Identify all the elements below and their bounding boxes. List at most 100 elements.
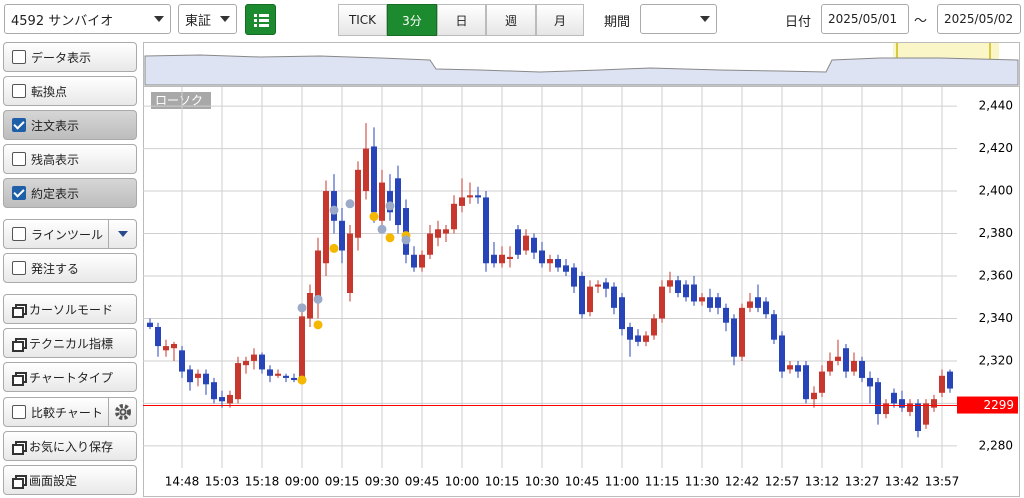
order-marker (385, 201, 395, 211)
sidebar-button[interactable]: 画面設定 (3, 465, 137, 495)
checkbox[interactable] (12, 405, 26, 419)
checkbox[interactable] (12, 261, 26, 275)
candle-body (587, 286, 593, 313)
candle-body (443, 229, 449, 234)
chart-type-label: ローソク (155, 94, 203, 108)
x-tick-label: 15:18 (245, 475, 280, 489)
candle-body (195, 373, 201, 378)
checkbox[interactable] (12, 84, 26, 98)
candle-body (459, 197, 465, 206)
date-from[interactable]: 2025/05/01 (821, 4, 909, 34)
window-icon (12, 474, 27, 489)
tab[interactable]: TICK (338, 4, 387, 36)
sidebar-button[interactable]: チャートタイプ (3, 362, 137, 392)
sidebar-button[interactable]: 転換点 (3, 76, 137, 106)
sidebar-button[interactable]: テクニカル指標 (3, 328, 137, 358)
candle-body (675, 280, 681, 293)
checkbox[interactable] (12, 118, 26, 132)
period-label: 期間 (604, 15, 631, 30)
x-tick-label: 14:48 (165, 475, 200, 489)
x-tick-label: 12:57 (765, 475, 800, 489)
sidebar-button[interactable]: データ表示 (3, 42, 137, 72)
candle-body (427, 233, 433, 255)
candle-body (467, 195, 473, 198)
candle-body (219, 397, 225, 402)
period-select[interactable] (640, 4, 717, 34)
candle-body (339, 220, 345, 251)
order-marker (297, 303, 307, 313)
candle-body (507, 256, 513, 260)
order-marker (297, 375, 307, 385)
symbol-select[interactable]: 4592 サンバイオ (4, 4, 171, 34)
gear[interactable] (108, 398, 136, 426)
candle-body (315, 250, 321, 302)
checkbox[interactable] (12, 186, 26, 200)
sidebar-button[interactable]: 発注する (3, 253, 137, 283)
candle-body (723, 307, 729, 323)
date-to[interactable]: 2025/05/02 (937, 4, 1021, 34)
x-tick-label: 11:30 (685, 475, 720, 489)
candle-body (539, 250, 545, 264)
chart: ローソク 14:48 15:03 15:18 09:00 09:15 09:30 09:45… (143, 42, 1020, 497)
button-label: お気に入り保存 (29, 439, 114, 454)
sidebar-button[interactable]: 残高表示 (3, 144, 137, 174)
candle-body (515, 229, 521, 255)
candle-body (619, 297, 625, 330)
candle-body (411, 254, 417, 268)
window-icon (12, 440, 27, 455)
candle-body (483, 197, 489, 264)
candle-body (571, 267, 577, 287)
order-marker (369, 212, 379, 222)
candle-body (499, 254, 505, 264)
candle-body (251, 354, 257, 361)
sidebar-button[interactable]: ラインツール (3, 219, 137, 249)
window-icon (12, 303, 27, 318)
tab[interactable]: 3分 (387, 4, 437, 36)
candle-body (523, 235, 529, 251)
button-label: テクニカル指標 (29, 336, 114, 351)
tab[interactable]: 月 (536, 4, 584, 36)
candle-body (259, 354, 265, 370)
sidebar-button[interactable]: 約定表示 (3, 178, 137, 208)
dropdown[interactable] (108, 220, 136, 248)
candle-body (835, 356, 841, 361)
candle-body (667, 280, 673, 287)
candle-body (555, 259, 561, 268)
checkbox[interactable] (12, 50, 26, 64)
checkbox[interactable] (12, 227, 26, 241)
y-tick-label: 2,320 (979, 353, 1013, 367)
candle-body (283, 375, 289, 378)
candle-body (611, 286, 617, 308)
order-marker (377, 224, 387, 234)
candle-body (731, 318, 737, 357)
tab[interactable]: 週 (486, 4, 536, 36)
candle-body (363, 148, 369, 192)
sidebar-button[interactable]: カーソルモード (3, 294, 137, 324)
candle-body (643, 335, 649, 342)
x-tick-label: 11:00 (605, 475, 640, 489)
order-marker (329, 243, 339, 253)
candle-body (859, 360, 865, 378)
candle-body (883, 403, 889, 415)
candle-body (939, 375, 945, 393)
overview-line (144, 54, 1019, 86)
x-tick-label: 13:57 (925, 475, 960, 489)
x-tick-label: 09:15 (325, 475, 360, 489)
sidebar-button[interactable]: 注文表示 (3, 110, 137, 140)
button-label: 発注する (31, 261, 80, 276)
candle-body (763, 301, 769, 315)
x-tick-label: 13:42 (885, 475, 920, 489)
order-marker (345, 199, 355, 209)
tab[interactable]: 日 (437, 4, 486, 36)
sidebar-button[interactable]: お気に入り保存 (3, 431, 137, 461)
y-tick-label: 2,340 (979, 311, 1013, 325)
candle-body (155, 326, 161, 347)
list-button[interactable] (245, 4, 276, 35)
button-label: データ表示 (31, 50, 92, 65)
market-select[interactable]: 東証 (178, 4, 237, 34)
candle-body (779, 335, 785, 372)
candle-body (627, 326, 633, 340)
checkbox[interactable] (12, 152, 26, 166)
y-tick-label: 2,440 (979, 99, 1013, 113)
sidebar-button[interactable]: 比較チャート (3, 397, 137, 427)
